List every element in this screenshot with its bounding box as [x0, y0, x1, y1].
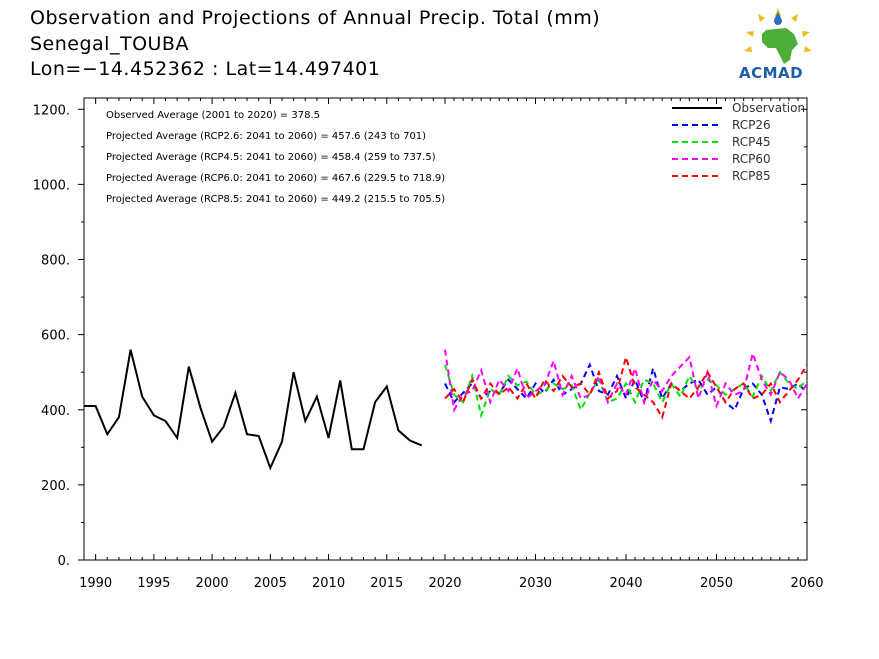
x-tick-label: 2010: [312, 576, 345, 591]
y-tick-label: 1000.: [33, 178, 70, 193]
x-tick-label: 2060: [790, 576, 823, 591]
x-tick-label: 2020: [428, 576, 461, 591]
annotation-text: Projected Average (RCP2.6: 2041 to 2060)…: [106, 131, 426, 142]
legend: Observation RCP26 RCP45 RCP60 RCP85: [672, 101, 805, 183]
y-tick-label: 200.: [41, 479, 70, 494]
annotation-text: Projected Average (RCP8.5: 2041 to 2060)…: [106, 194, 445, 205]
y-tick-label: 400.: [41, 404, 70, 419]
annotation-text: Projected Average (RCP6.0: 2041 to 2060)…: [106, 173, 445, 184]
x-tick-label: 1995: [137, 576, 170, 591]
chart-title: Observation and Projections of Annual Pr…: [30, 7, 601, 29]
y-tick-label: 800.: [41, 254, 70, 269]
x-tick-label: 1990: [79, 576, 112, 591]
x-tick-label: 2005: [254, 576, 287, 591]
series-line-observation: [84, 349, 423, 471]
acmad-logo: [744, 8, 812, 64]
x-tick-label: 2000: [196, 576, 229, 591]
legend-label-observation: Observation: [732, 101, 805, 115]
legend-label-rcp26: RCP26: [732, 118, 771, 132]
x-tick-label: 2050: [700, 576, 733, 591]
coordinates-label: Lon=−14.452362 : Lat=14.497401: [30, 58, 381, 80]
annotations: Observed Average (2001 to 2020) = 378.5 P…: [106, 110, 445, 205]
x-tick-label: 2040: [609, 576, 642, 591]
x-tick-label: 2030: [519, 576, 552, 591]
location-label: Senegal_TOUBA: [30, 33, 189, 55]
axes: 0. 200. 400. 600. 800. 1000. 1200. 1990 1995 2000…: [33, 97, 824, 591]
annotation-text: Observed Average (2001 to 2020) = 378.5: [106, 110, 320, 121]
x-tick-label: 2015: [370, 576, 403, 591]
y-tick-label: 600.: [41, 329, 70, 344]
annotation-text: Projected Average (RCP4.5: 2041 to 2060)…: [106, 152, 436, 163]
series-line-rcp45: [444, 364, 808, 420]
y-tick-label: 1200.: [33, 103, 70, 118]
legend-label-rcp60: RCP60: [732, 152, 771, 166]
series-line-rcp85: [444, 353, 808, 420]
series-group: [84, 349, 808, 471]
legend-label-rcp45: RCP45: [732, 135, 771, 149]
acmad-logo-text: ACMAD: [739, 64, 804, 82]
series-line-rcp60: [444, 349, 808, 413]
legend-label-rcp85: RCP85: [732, 169, 771, 183]
plot-frame: [83, 97, 808, 561]
y-tick-label: 0.: [58, 554, 70, 569]
